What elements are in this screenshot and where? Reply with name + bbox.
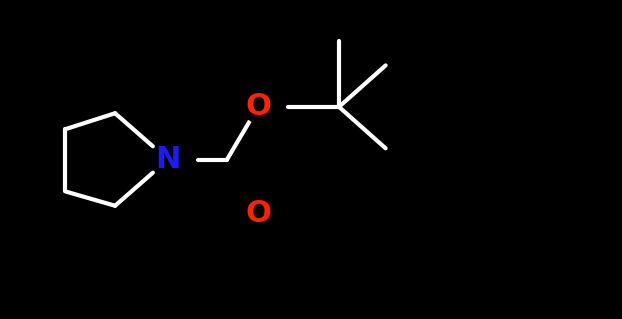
Text: O: O [245, 199, 271, 228]
Text: N: N [156, 145, 180, 174]
Text: O: O [245, 93, 271, 121]
